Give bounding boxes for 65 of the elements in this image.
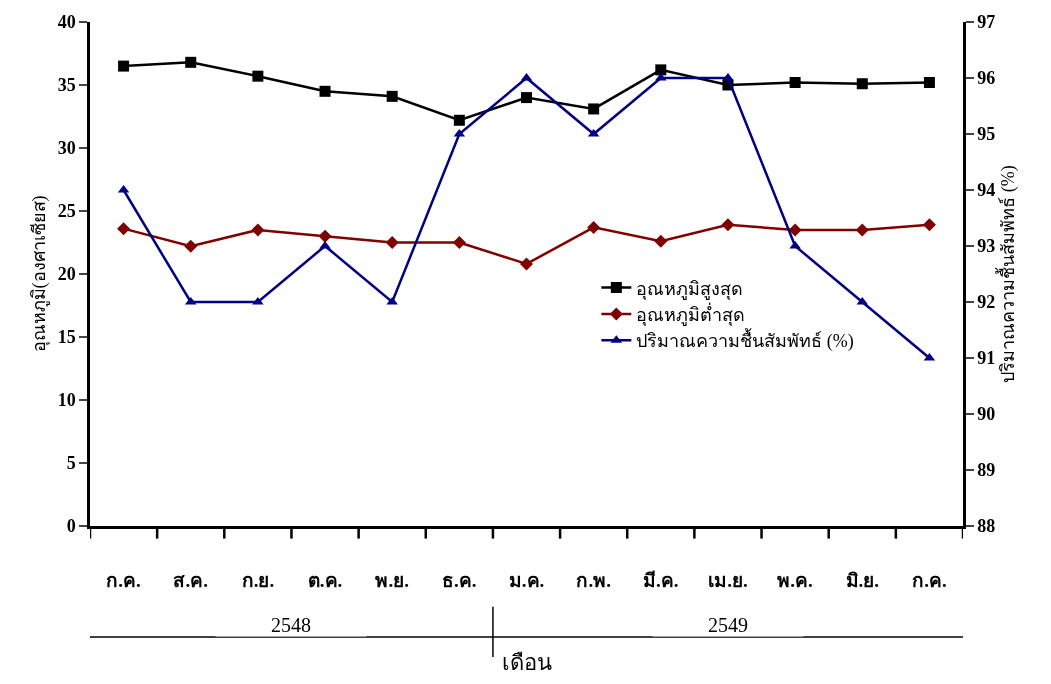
point	[252, 70, 264, 82]
x-tick-label: ม.ค.	[508, 569, 545, 591]
text: 2549	[708, 614, 748, 636]
y-tick-label: 0	[66, 516, 76, 537]
point	[923, 76, 935, 88]
y-tick-label: 5	[66, 453, 76, 474]
point	[655, 64, 667, 76]
y2-tick-label: 88	[977, 516, 996, 537]
point	[385, 236, 399, 249]
point	[789, 76, 801, 88]
point	[588, 103, 600, 115]
legend-label: อุณหภูมิสูงสุด	[636, 278, 744, 300]
point	[721, 218, 735, 232]
y-tick-label: 10	[57, 390, 76, 411]
x-tick-label: ส.ค.	[173, 569, 208, 591]
legend-label: ปริมาณความชื้นสัมพัทธ์ (%)	[636, 328, 854, 353]
y2-tick-label: 96	[977, 68, 996, 89]
x-tick-label: ก.พ.	[576, 569, 611, 591]
x-tick-label: ก.ค.	[106, 569, 141, 591]
point	[117, 222, 131, 236]
point	[452, 236, 466, 249]
x-axis-title: เดือน	[502, 650, 552, 675]
point	[453, 114, 465, 126]
x-tick-label: ก.ย.	[241, 569, 275, 591]
point	[856, 78, 868, 90]
point	[788, 223, 802, 237]
x-tick-label: พ.ค.	[777, 569, 813, 591]
text: 2548	[271, 614, 311, 636]
point	[318, 229, 332, 243]
point	[855, 223, 869, 237]
y-tick-label: 20	[57, 264, 76, 285]
x-tick-label: พ.ย.	[375, 569, 409, 591]
y-tick-label: 40	[57, 12, 76, 33]
point	[185, 56, 197, 68]
x-tick-label: มิ.ย.	[845, 569, 880, 591]
point	[386, 90, 398, 102]
x-tick-label: ก.ค.	[912, 569, 947, 591]
point	[118, 60, 130, 72]
y2-tick-label: 90	[977, 404, 996, 425]
y2-tick-label: 89	[977, 460, 996, 481]
point	[922, 218, 936, 232]
y2-tick-label: 97	[977, 12, 996, 33]
y2-axis-title: ปริมาณความชื้นสัมพัทธ์ (%)	[995, 165, 1020, 383]
y-tick-label: 30	[57, 138, 76, 159]
y2-tick-label: 93	[977, 236, 996, 257]
y2-tick-label: 92	[977, 292, 996, 313]
point	[587, 220, 601, 234]
point	[184, 239, 198, 253]
point	[251, 223, 265, 237]
y2-tick-label: 91	[977, 348, 996, 369]
y-tick-label: 15	[57, 327, 76, 348]
legend-label: อุณหภูมิต่ำสุด	[636, 301, 746, 326]
y2-tick-label: 94	[977, 180, 996, 201]
y2-tick-label: 95	[977, 124, 996, 145]
x-tick-label: มี.ค.	[643, 569, 679, 591]
y-axis-title: อุณหภูมิ(องศาเซียส)	[28, 195, 50, 353]
y-tick-label: 35	[57, 75, 76, 96]
point	[521, 92, 532, 104]
x-tick-label: ธ.ค.	[442, 569, 477, 591]
x-tick-label: ต.ค.	[307, 569, 343, 591]
point	[654, 234, 668, 248]
y-tick-label: 25	[57, 201, 76, 222]
x-tick-label: เม.ย.	[708, 569, 748, 591]
point	[520, 257, 533, 271]
point	[319, 85, 331, 97]
